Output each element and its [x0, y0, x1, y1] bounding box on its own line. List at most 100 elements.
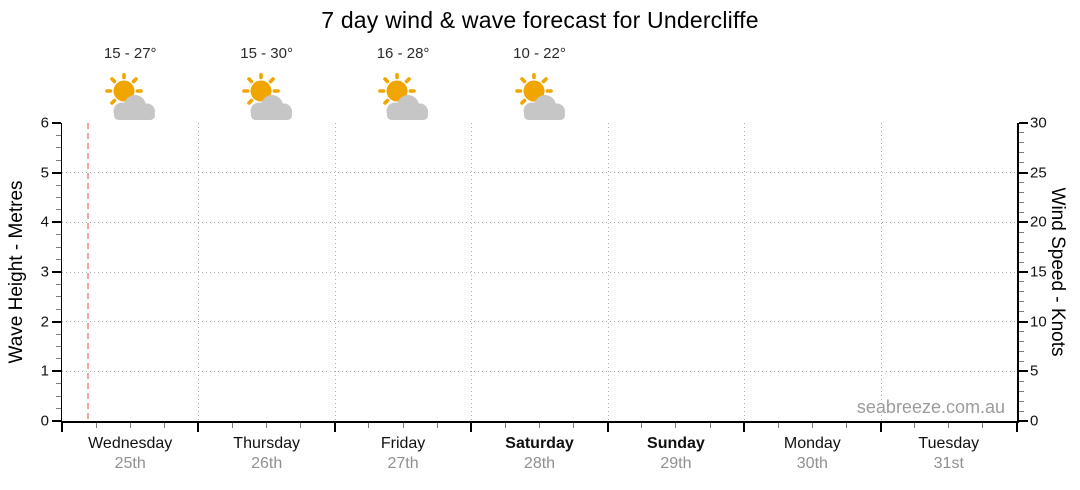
- day-label-wednesday: Wednesday: [88, 435, 173, 452]
- gridline-horizontal-1m: [62, 370, 1017, 372]
- bottom-axis-tick: [709, 422, 711, 428]
- left-axis-tick: [55, 234, 61, 236]
- right-axis-tick: [1018, 132, 1024, 134]
- bottom-axis-tick: [539, 422, 540, 428]
- left-axis-tick: [51, 320, 61, 323]
- right-axis-tick: [1018, 171, 1028, 174]
- temperature-range-label: 15 - 27°: [103, 45, 157, 62]
- wave-height-tick-label: 1: [40, 362, 49, 380]
- right-axis-tick: [1018, 281, 1024, 283]
- right-axis-tick: [1018, 380, 1024, 382]
- right-axis-tick: [1018, 410, 1024, 412]
- sun-behind-cloud-icon: [513, 72, 567, 121]
- right-axis-tick: [1018, 251, 1024, 253]
- bottom-axis-tick: [95, 422, 97, 428]
- wave-height-tick-label: 3: [40, 263, 49, 281]
- left-axis-tick: [51, 420, 61, 422]
- gridline-vertical-day-2: [334, 123, 336, 421]
- left-axis-tick: [51, 221, 61, 224]
- gridline-vertical-day-3: [471, 123, 473, 421]
- right-axis-tick: [1018, 152, 1024, 154]
- bottom-axis-tick: [777, 422, 779, 428]
- sun-behind-cloud-icon: [376, 72, 430, 121]
- right-axis-tick: [1018, 142, 1024, 144]
- right-axis-tick: [1018, 301, 1024, 303]
- current-time-marker: [87, 123, 89, 421]
- day-label-thursday: Thursday: [233, 435, 300, 452]
- left-axis-tick: [55, 209, 61, 211]
- wind-speed-tick-label: 30: [1030, 114, 1047, 132]
- day-label-saturday: Saturday: [505, 435, 574, 452]
- temperature-range-label: 15 - 30°: [240, 45, 293, 62]
- sun-behind-cloud-icon: [240, 72, 294, 121]
- left-axis-tick: [55, 259, 61, 261]
- left-axis-tick: [55, 283, 61, 285]
- wave-height-tick-label: 5: [40, 164, 49, 182]
- wind-speed-tick-label: 20: [1030, 213, 1047, 231]
- watermark-seabreeze: seabreeze.com.au: [856, 397, 1005, 417]
- temperature-range-label: 10 - 22°: [513, 45, 566, 62]
- right-axis-tick: [1018, 211, 1024, 213]
- right-axis-tick: [1018, 320, 1028, 323]
- left-axis-tick: [55, 159, 61, 161]
- date-label-28th: 28th: [523, 455, 556, 472]
- bottom-axis-tick: [879, 422, 882, 432]
- bottom-axis-tick: [948, 422, 950, 428]
- bottom-axis-tick: [266, 422, 268, 428]
- sun-behind-cloud-icon: [103, 72, 157, 121]
- bottom-axis-tick: [675, 422, 677, 428]
- wind-speed-tick-label: 5: [1030, 362, 1039, 380]
- bottom-axis-tick: [573, 422, 575, 428]
- left-axis-tick: [55, 134, 61, 136]
- bottom-axis-tick: [163, 422, 165, 428]
- left-axis-tick: [51, 171, 61, 174]
- bottom-axis-tick: [300, 422, 302, 428]
- right-axis-tick: [1018, 390, 1024, 392]
- right-axis-tick: [1018, 122, 1028, 124]
- right-axis-tick: [1018, 360, 1024, 362]
- bottom-axis-tick: [197, 422, 200, 432]
- bottom-axis-tick: [436, 422, 438, 428]
- day-label-friday: Friday: [380, 435, 426, 452]
- bottom-axis-tick: [232, 422, 234, 428]
- left-axis-tick: [55, 197, 61, 198]
- right-axis-tick: [1018, 341, 1024, 343]
- right-axis-tick: [1018, 331, 1024, 333]
- left-axis-line: [60, 123, 62, 423]
- date-label-29th: 29th: [660, 455, 692, 472]
- wave-height-tick-label: 4: [40, 213, 49, 231]
- bottom-axis-tick: [641, 422, 643, 428]
- right-axis-tick: [1018, 400, 1024, 402]
- date-label-27th: 27th: [387, 455, 419, 472]
- gridline-horizontal-2m: [62, 321, 1017, 323]
- gridline-horizontal-4m: [62, 221, 1017, 223]
- left-axis-tick: [51, 271, 61, 273]
- day-label-sunday: Sunday: [647, 435, 705, 452]
- left-axis-tick: [55, 408, 61, 410]
- gridline-vertical-day-5: [744, 123, 746, 421]
- left-axis-tick: [55, 308, 61, 310]
- wave-height-tick-label: 6: [40, 114, 49, 132]
- right-axis-tick: [1018, 350, 1024, 352]
- right-axis-tick: [1018, 221, 1028, 224]
- left-axis-tick: [55, 184, 61, 186]
- left-axis-tick: [55, 147, 61, 149]
- gridline-vertical-day-4: [607, 123, 609, 421]
- gridline-horizontal-3m: [62, 271, 1017, 273]
- right-axis-tick: [1018, 261, 1024, 263]
- left-axis-tick: [51, 370, 61, 373]
- wind-speed-tick-label: 15: [1030, 263, 1047, 281]
- right-axis-line: [1017, 123, 1019, 423]
- left-axis-tick: [55, 333, 61, 335]
- left-axis-tick: [55, 296, 61, 298]
- right-axis-tick: [1018, 231, 1024, 233]
- bottom-axis-tick: [1016, 422, 1018, 432]
- right-axis-tick: [1018, 420, 1028, 422]
- left-axis-tick: [55, 346, 61, 347]
- left-axis-tick: [55, 383, 61, 385]
- bottom-axis-tick: [811, 422, 813, 428]
- bottom-axis-tick: [743, 422, 746, 432]
- gridline-vertical-day-1: [198, 123, 200, 421]
- bottom-axis-tick: [129, 422, 131, 428]
